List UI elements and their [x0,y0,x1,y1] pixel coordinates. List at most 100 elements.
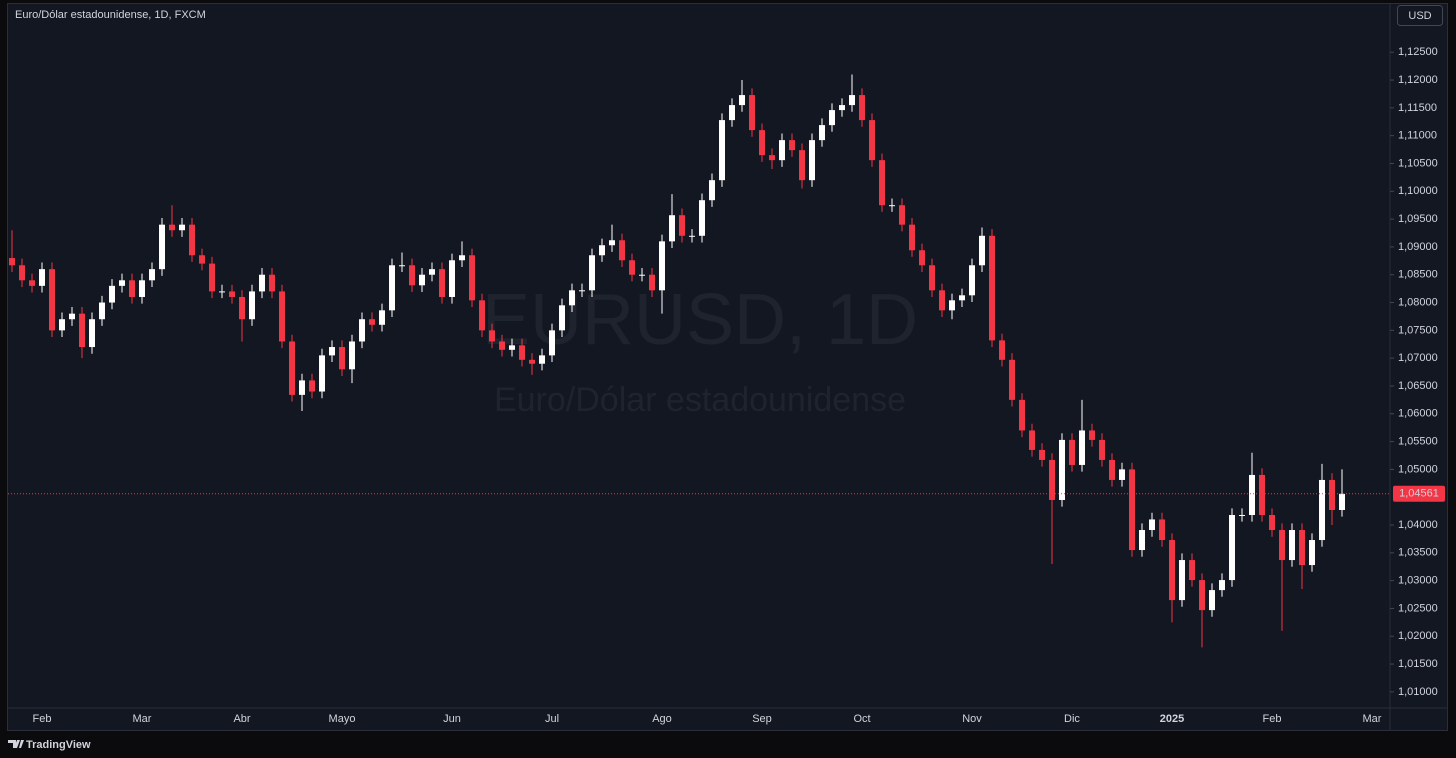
candle-body [1139,530,1145,551]
candle [1149,512,1155,537]
candle-body [449,260,455,297]
candle-body [1169,540,1175,601]
candle [399,252,405,272]
candle-body [479,300,485,331]
candle-body [859,95,865,121]
candle-body [789,140,795,151]
candle-body [39,269,45,286]
candle-body [739,95,745,106]
candle [1249,452,1255,522]
brand-name: TradingView [26,739,91,751]
candle [1339,469,1345,517]
y-tick-label: 1,10000 [1398,185,1438,197]
candle-body [59,319,65,331]
candle [889,198,895,212]
candle [369,312,375,332]
brand-logo [8,740,24,748]
candle [629,253,635,282]
candle [279,284,285,349]
candle [709,173,715,207]
candle [659,234,665,314]
candle [549,323,555,363]
candle [699,193,705,243]
candle-body [829,110,835,126]
candle-body [429,269,435,275]
candle [1019,393,1025,438]
candle-body [1149,519,1155,531]
candle-body [1009,359,1015,400]
y-tick-label: 1,06000 [1398,408,1438,420]
y-tick-label: 1,01500 [1398,658,1438,670]
candle-body [549,330,555,356]
x-tick-label: Sep [752,713,772,725]
candle [1159,512,1165,547]
candle-body [1189,560,1195,581]
candle-body [119,280,125,286]
candle [1049,453,1055,564]
candle-body [929,265,935,291]
candle [569,283,575,312]
candle-body [669,215,675,242]
candle-body [339,347,345,370]
candle-body [219,291,225,293]
candle [1329,473,1335,526]
candle [919,243,925,272]
candle [1219,573,1225,597]
candle-body [289,341,295,395]
candle [379,303,385,332]
candle [1169,533,1175,623]
candle [19,258,25,287]
candle [579,283,585,297]
candle-body [649,274,655,291]
candle [39,262,45,293]
candle-body [159,224,165,270]
candle-body [49,269,55,331]
watermark-name: Euro/Dólar estadounidense [494,381,906,419]
candle [849,74,855,112]
candle [829,103,835,132]
x-tick-label: Dic [1064,713,1080,725]
candle [989,229,995,348]
candle [1099,433,1105,467]
currency-button[interactable] [1397,5,1443,26]
candle [169,205,175,237]
y-tick-label: 1,03000 [1398,575,1438,587]
candle-body [1019,399,1025,431]
y-tick-label: 1,04000 [1398,519,1438,531]
candle-body [709,180,715,201]
candle-body [1259,474,1265,516]
candle [689,229,695,243]
candle [939,283,945,317]
candle [479,293,485,338]
candle [759,123,765,162]
candle-body [879,160,885,206]
candle [779,133,785,167]
x-tick-label: Mar [1363,713,1382,725]
candle-body [29,280,35,286]
candle [79,306,85,359]
candle [179,217,185,237]
candle [809,133,815,187]
candle [1109,453,1115,487]
candle [979,227,985,272]
candle [1139,523,1145,557]
candle-body [399,265,405,267]
candle [499,334,505,357]
candle-body [719,120,725,181]
candle-body [189,224,195,256]
candle [669,194,675,249]
candle-body [359,319,365,342]
y-tick-label: 1,12000 [1398,74,1438,86]
candle [1289,523,1295,567]
candle [869,113,875,167]
candle [319,348,325,399]
candle-body [499,341,505,350]
candle [999,333,1005,367]
candle-body [629,260,635,275]
candle [459,241,465,267]
candle [249,284,255,326]
currency-label[interactable]: USD [1408,10,1431,22]
candle [109,279,115,310]
candle [1039,443,1045,467]
